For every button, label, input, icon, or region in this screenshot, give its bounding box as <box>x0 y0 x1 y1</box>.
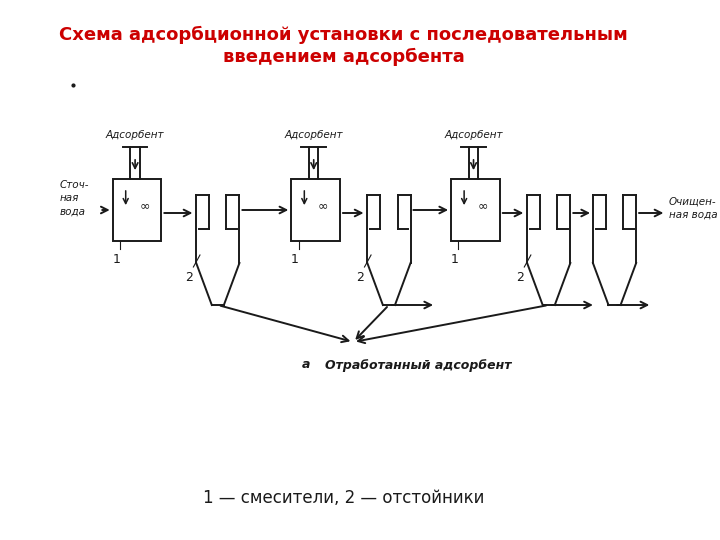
Text: 1: 1 <box>451 253 459 266</box>
Text: Адсорбент: Адсорбент <box>284 130 343 140</box>
Text: ∞: ∞ <box>478 199 488 213</box>
Bar <box>451 179 500 241</box>
Bar <box>291 179 340 241</box>
Text: 1: 1 <box>112 253 120 266</box>
Text: Сточ-
ная
вода: Сточ- ная вода <box>60 180 89 216</box>
Text: 2: 2 <box>185 271 193 284</box>
Text: Адсорбент: Адсорбент <box>106 130 164 140</box>
Text: 1: 1 <box>291 253 299 266</box>
Text: 1 — смесители, 2 — отстойники: 1 — смесители, 2 — отстойники <box>203 489 485 507</box>
Text: Схема адсорбционной установки с последовательным: Схема адсорбционной установки с последов… <box>60 26 628 44</box>
Text: ∞: ∞ <box>318 199 328 213</box>
Text: Отработанный адсорбент: Отработанный адсорбент <box>325 359 511 372</box>
Text: ∞: ∞ <box>139 199 150 213</box>
Bar <box>112 179 161 241</box>
Text: Адсорбент: Адсорбент <box>444 130 503 140</box>
Text: Очищен-
ная вода: Очищен- ная вода <box>669 197 718 220</box>
Text: 2: 2 <box>356 271 364 284</box>
Text: а: а <box>302 359 310 372</box>
Text: введением адсорбента: введением адсорбента <box>223 48 464 66</box>
Text: 2: 2 <box>516 271 523 284</box>
